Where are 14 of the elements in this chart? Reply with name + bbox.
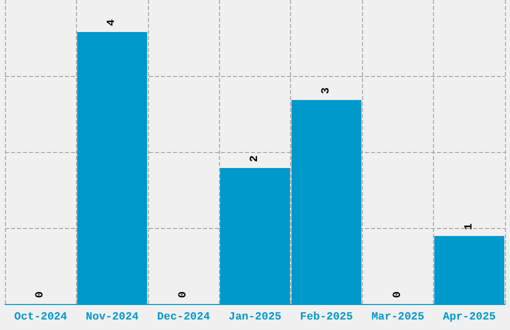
x-tick-label: Apr-2025: [442, 312, 496, 324]
data-label: 2: [249, 155, 261, 162]
x-tick-label: Feb-2025: [300, 312, 354, 324]
data-label: 0: [392, 291, 404, 298]
x-tick-label: Oct-2024: [14, 312, 68, 324]
x-tick-label: Mar-2025: [371, 312, 425, 324]
data-label: 0: [178, 291, 190, 298]
data-label: 3: [320, 86, 332, 94]
data-label: 4: [106, 18, 118, 26]
data-label: 1: [463, 222, 476, 230]
x-tick-label: Dec-2024: [157, 312, 210, 324]
x-tick-label: Nov-2024: [86, 312, 139, 324]
data-label: 0: [34, 291, 47, 298]
x-tick-label: Jan-2025: [228, 312, 282, 324]
